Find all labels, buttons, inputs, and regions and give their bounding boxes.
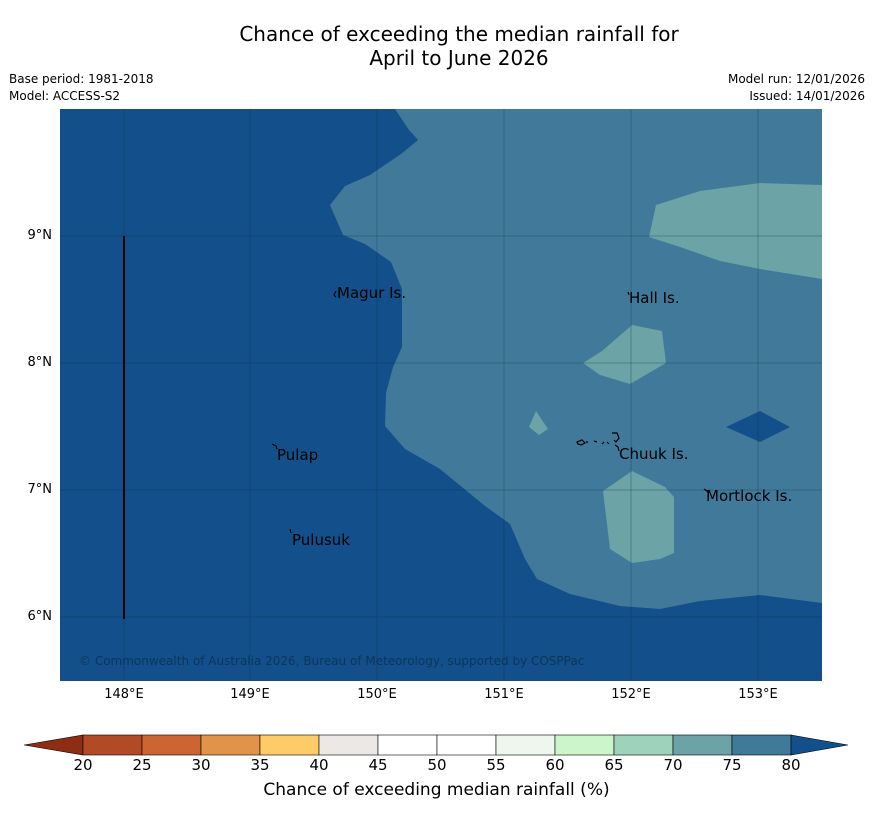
base-period-text: Base period: 1981-2018 [9,72,154,86]
model-text: Model: ACCESS-S2 [9,89,121,103]
colorbar-tick-label: 70 [663,756,683,774]
region-over-80 [726,411,790,442]
colorbar-tick-label: 50 [427,756,447,774]
colorbar-segment [495,734,556,756]
colorbar-segment [554,734,615,756]
colorbar-segment [318,734,379,756]
colorbar-tick-label: 40 [309,756,329,774]
colorbar-segment [200,734,261,756]
colorbar-tick-label: 30 [191,756,211,774]
rainfall-map: Magur Is. Hall Is. Pulap Chuuk Is. Mortl… [60,109,822,681]
colorbar-high-extension [790,734,849,756]
lat-label: 7°N [27,482,53,497]
meta-right: Model run: 12/01/2026 Issued: 14/01/2026 [728,71,865,105]
island-hall [627,291,630,296]
title-line-1: Chance of exceeding the median rainfall … [239,22,679,46]
colorbar-segment [141,734,202,756]
colorbar-segment [377,734,438,756]
colorbar-segment [259,734,320,756]
lon-label: 150°E [357,687,397,702]
meta-left: Base period: 1981-2018 Model: ACCESS-S2 [9,71,154,105]
lon-label: 152°E [611,687,651,702]
lon-label: 151°E [484,687,524,702]
place-label: Pulap [277,446,318,464]
colorbar-segment [613,734,674,756]
colorbar-segment [436,734,497,756]
island-pulap [271,443,278,450]
place-labels: Magur Is. Hall Is. Pulap Chuuk Is. Mortl… [277,284,792,549]
region-70-75 [583,325,666,384]
island-magur [333,290,337,298]
issued-text: Issued: 14/01/2026 [749,89,865,103]
place-label: Mortlock Is. [706,487,792,505]
lat-label: 8°N [27,355,53,370]
lon-label: 149°E [230,687,270,702]
colorbar-segment [672,734,733,756]
colorbar-segment [731,734,792,756]
place-label: Chuuk Is. [619,445,688,463]
region-70-75 [649,183,822,279]
place-label: Pulusuk [292,531,350,549]
colorbar-tick-label: 80 [781,756,801,774]
colorbar-tick-label: 20 [73,756,93,774]
chart-title: Chance of exceeding the median rainfall … [0,22,873,70]
colorbar-tick-label: 55 [486,756,506,774]
colorbar-tick-label: 75 [722,756,742,774]
colorbar-tick-label: 25 [132,756,152,774]
colorbar-tick-label: 60 [545,756,565,774]
model-run-text: Model run: 12/01/2026 [727,72,865,86]
colorbar-tick-label: 65 [604,756,624,774]
place-label: Magur Is. [337,284,406,302]
lon-label: 153°E [738,687,778,702]
title-line-2: April to June 2026 [369,46,549,70]
copyright-text: © Commonwealth of Australia 2026, Bureau… [79,654,584,668]
lat-label: 6°N [27,609,53,624]
lon-label: 148°E [104,687,144,702]
island-outlines [271,290,710,534]
colorbar-tick-label: 45 [368,756,388,774]
map-gridlines [60,109,822,681]
colorbar-tick-label: 35 [250,756,270,774]
colorbar [24,734,849,756]
colorbar-label: Chance of exceeding median rainfall (%) [263,780,610,800]
place-label: Hall Is. [629,289,680,307]
island-chuuk [576,432,620,452]
colorbar-segment [82,734,143,756]
colorbar-low-extension [24,734,84,756]
lat-label: 9°N [27,228,53,243]
island-mortlock [703,488,710,494]
region-70-75 [603,471,674,563]
region-70-75 [529,411,548,435]
island-pulusuk [289,528,292,534]
